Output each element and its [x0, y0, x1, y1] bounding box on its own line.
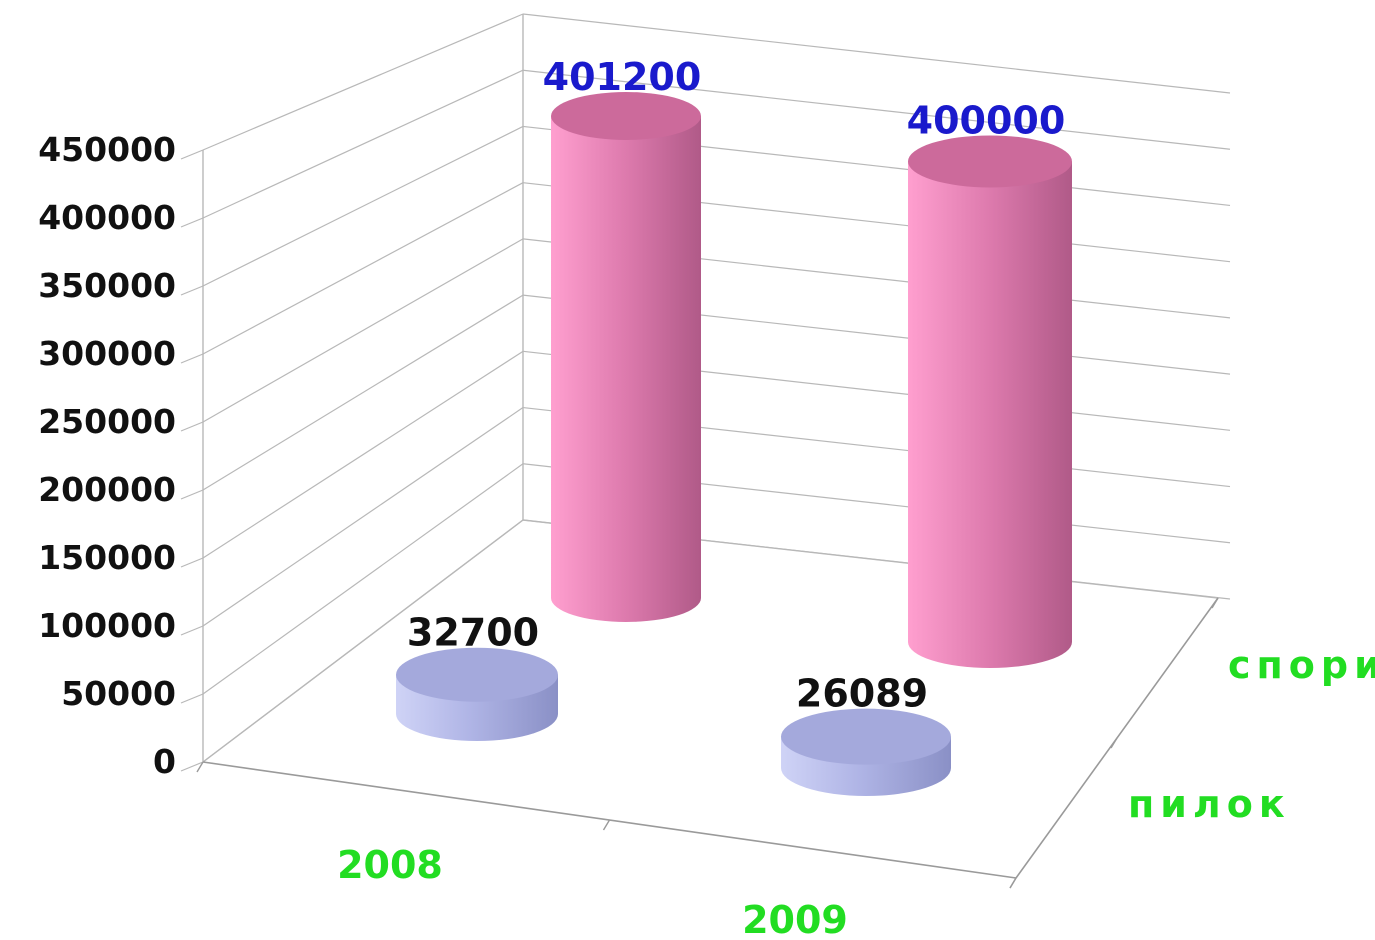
bar-pylok-2008: 32700	[396, 611, 558, 741]
bar-top	[551, 92, 701, 140]
y-tick-label: 0	[153, 742, 176, 781]
bar-spory-2008: 401200	[543, 55, 702, 622]
y-tick-label: 200000	[38, 470, 176, 509]
series-label: спори	[1228, 643, 1375, 687]
data-label: 32700	[407, 611, 539, 655]
data-label: 400000	[907, 98, 1066, 142]
y-tick-label: 50000	[61, 674, 176, 713]
data-label: 26089	[796, 672, 928, 716]
y-axis-ticks: 0 50000 100000 150000 200000 250000 300000 3500…	[38, 130, 176, 781]
bar-spory-2009: 400000	[907, 98, 1072, 668]
y-tick-label: 450000	[38, 130, 176, 169]
bar-body	[551, 116, 701, 622]
series-label: пилок	[1128, 782, 1291, 826]
bar-pylok-2009: 26089	[781, 672, 951, 796]
y-tick-label: 350000	[38, 266, 176, 305]
bar-body	[908, 161, 1072, 668]
bar-top	[908, 135, 1072, 188]
bars: 401200 400000 32700 26089	[396, 55, 1072, 796]
gridlines	[180, 13, 1231, 772]
category-labels: 2008 2009	[337, 843, 848, 940]
data-label: 401200	[543, 55, 702, 99]
series-labels: пилок спори	[1128, 643, 1375, 826]
y-tick-label: 250000	[38, 402, 176, 441]
y-tick-label: 100000	[38, 606, 176, 645]
category-label: 2008	[337, 843, 443, 887]
y-tick-label: 300000	[38, 334, 176, 373]
bar-top	[396, 647, 558, 702]
y-tick-label: 150000	[38, 538, 176, 577]
bar-top	[781, 708, 951, 765]
y-tick-label: 400000	[38, 198, 176, 237]
category-label: 2009	[742, 898, 848, 940]
